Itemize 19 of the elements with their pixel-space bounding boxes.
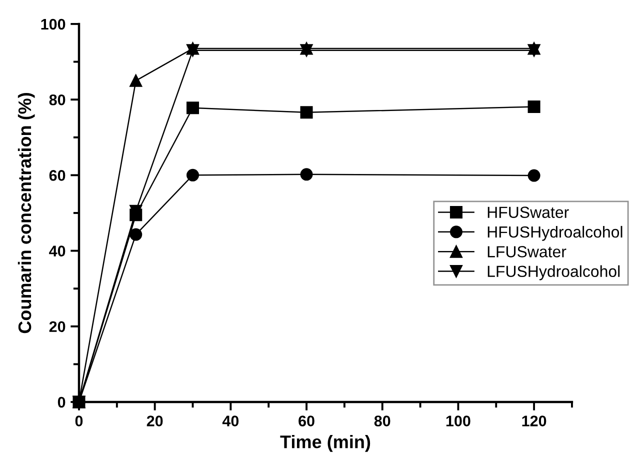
y-tick-label: 100 [41, 18, 66, 30]
y-tick-label: 0 [58, 396, 66, 408]
x-tick-label: 20 [146, 416, 163, 426]
legend-label: LFUSwater [488, 246, 566, 258]
legend-label: LFUSHydroalcohol [488, 265, 620, 280]
y-axis-title: Coumarin concentration (%) [18, 92, 35, 334]
y-tick-label: 40 [49, 246, 66, 256]
x-axis-title: Time (min) [280, 434, 370, 452]
y-tick-label: 80 [49, 94, 66, 106]
x-tick-label: 100 [446, 416, 470, 426]
y-tick-label: 20 [49, 321, 66, 332]
y-tick-label: 60 [49, 170, 66, 181]
x-tick-label: 40 [222, 416, 239, 426]
x-tick-label: 0 [75, 416, 83, 426]
x-tick-label: 120 [522, 416, 546, 426]
legend-label: HFUSwater [488, 206, 569, 218]
x-tick-label: 80 [374, 416, 390, 426]
x-tick-label: 60 [298, 416, 314, 426]
legend-label: HFUSHydroalcohol [488, 226, 622, 241]
